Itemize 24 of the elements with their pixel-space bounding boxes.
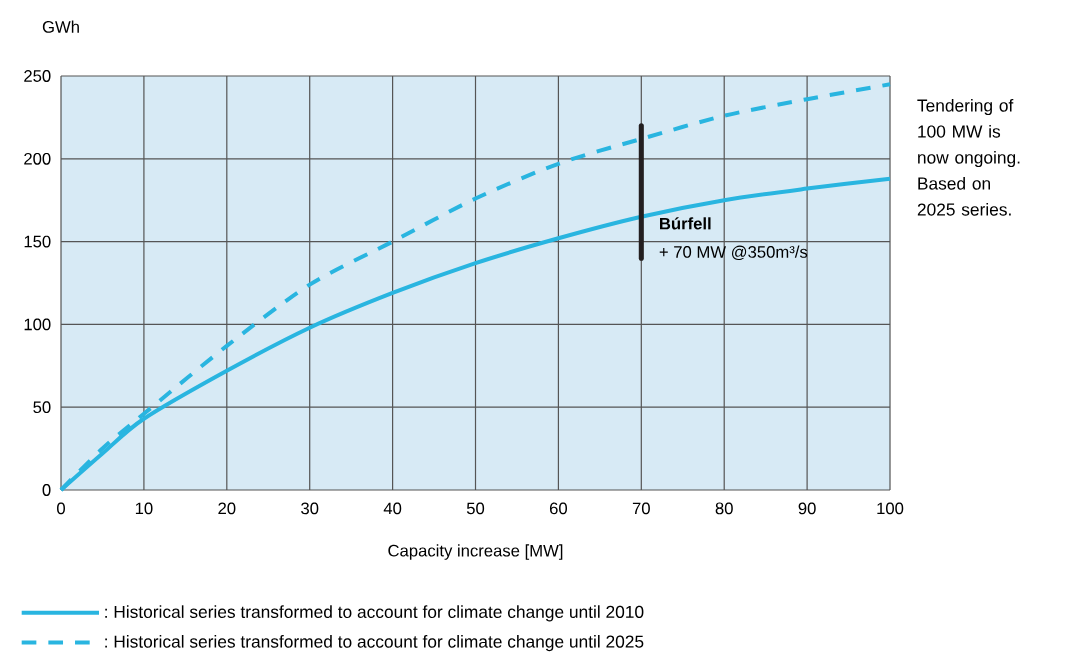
x-tick-label: 10: [135, 502, 153, 515]
y-tick-label: 150: [24, 235, 51, 248]
x-axis-title: Capacity increase [MW]: [388, 544, 563, 560]
x-tick-label: 20: [218, 502, 236, 515]
y-tick-label: 100: [24, 318, 51, 331]
annotation: Búrfell: [660, 217, 711, 230]
x-tick-label: 40: [383, 502, 402, 515]
x-tick-label: 0: [57, 502, 65, 515]
x-tick-label: 30: [301, 502, 319, 515]
legend-label: : Historical series transformed to account for climate change until 2025: [105, 635, 644, 652]
x-tick-label: 60: [549, 502, 568, 515]
y-tick-label: 50: [33, 401, 51, 414]
text: Tendering of 100 MW is now ongoing. Based on 2025 series.: [917, 98, 1020, 216]
x-tick-label: 100: [877, 502, 904, 515]
y-tick-label: 0: [42, 484, 51, 496]
y-tick-label: 250: [24, 70, 51, 82]
x-tick-label: 50: [466, 502, 485, 515]
x-tick-label: 80: [715, 502, 733, 515]
legend-label: : Historical series transformed to account for climate change until 2010: [105, 605, 644, 622]
y-tick-label: 200: [24, 152, 51, 165]
x-tick-label: 70: [632, 502, 650, 515]
annotation: + 70 MW @350m³/s: [659, 245, 808, 260]
y-axis-title: GWh: [42, 20, 79, 33]
x-tick-label: 90: [798, 502, 816, 515]
